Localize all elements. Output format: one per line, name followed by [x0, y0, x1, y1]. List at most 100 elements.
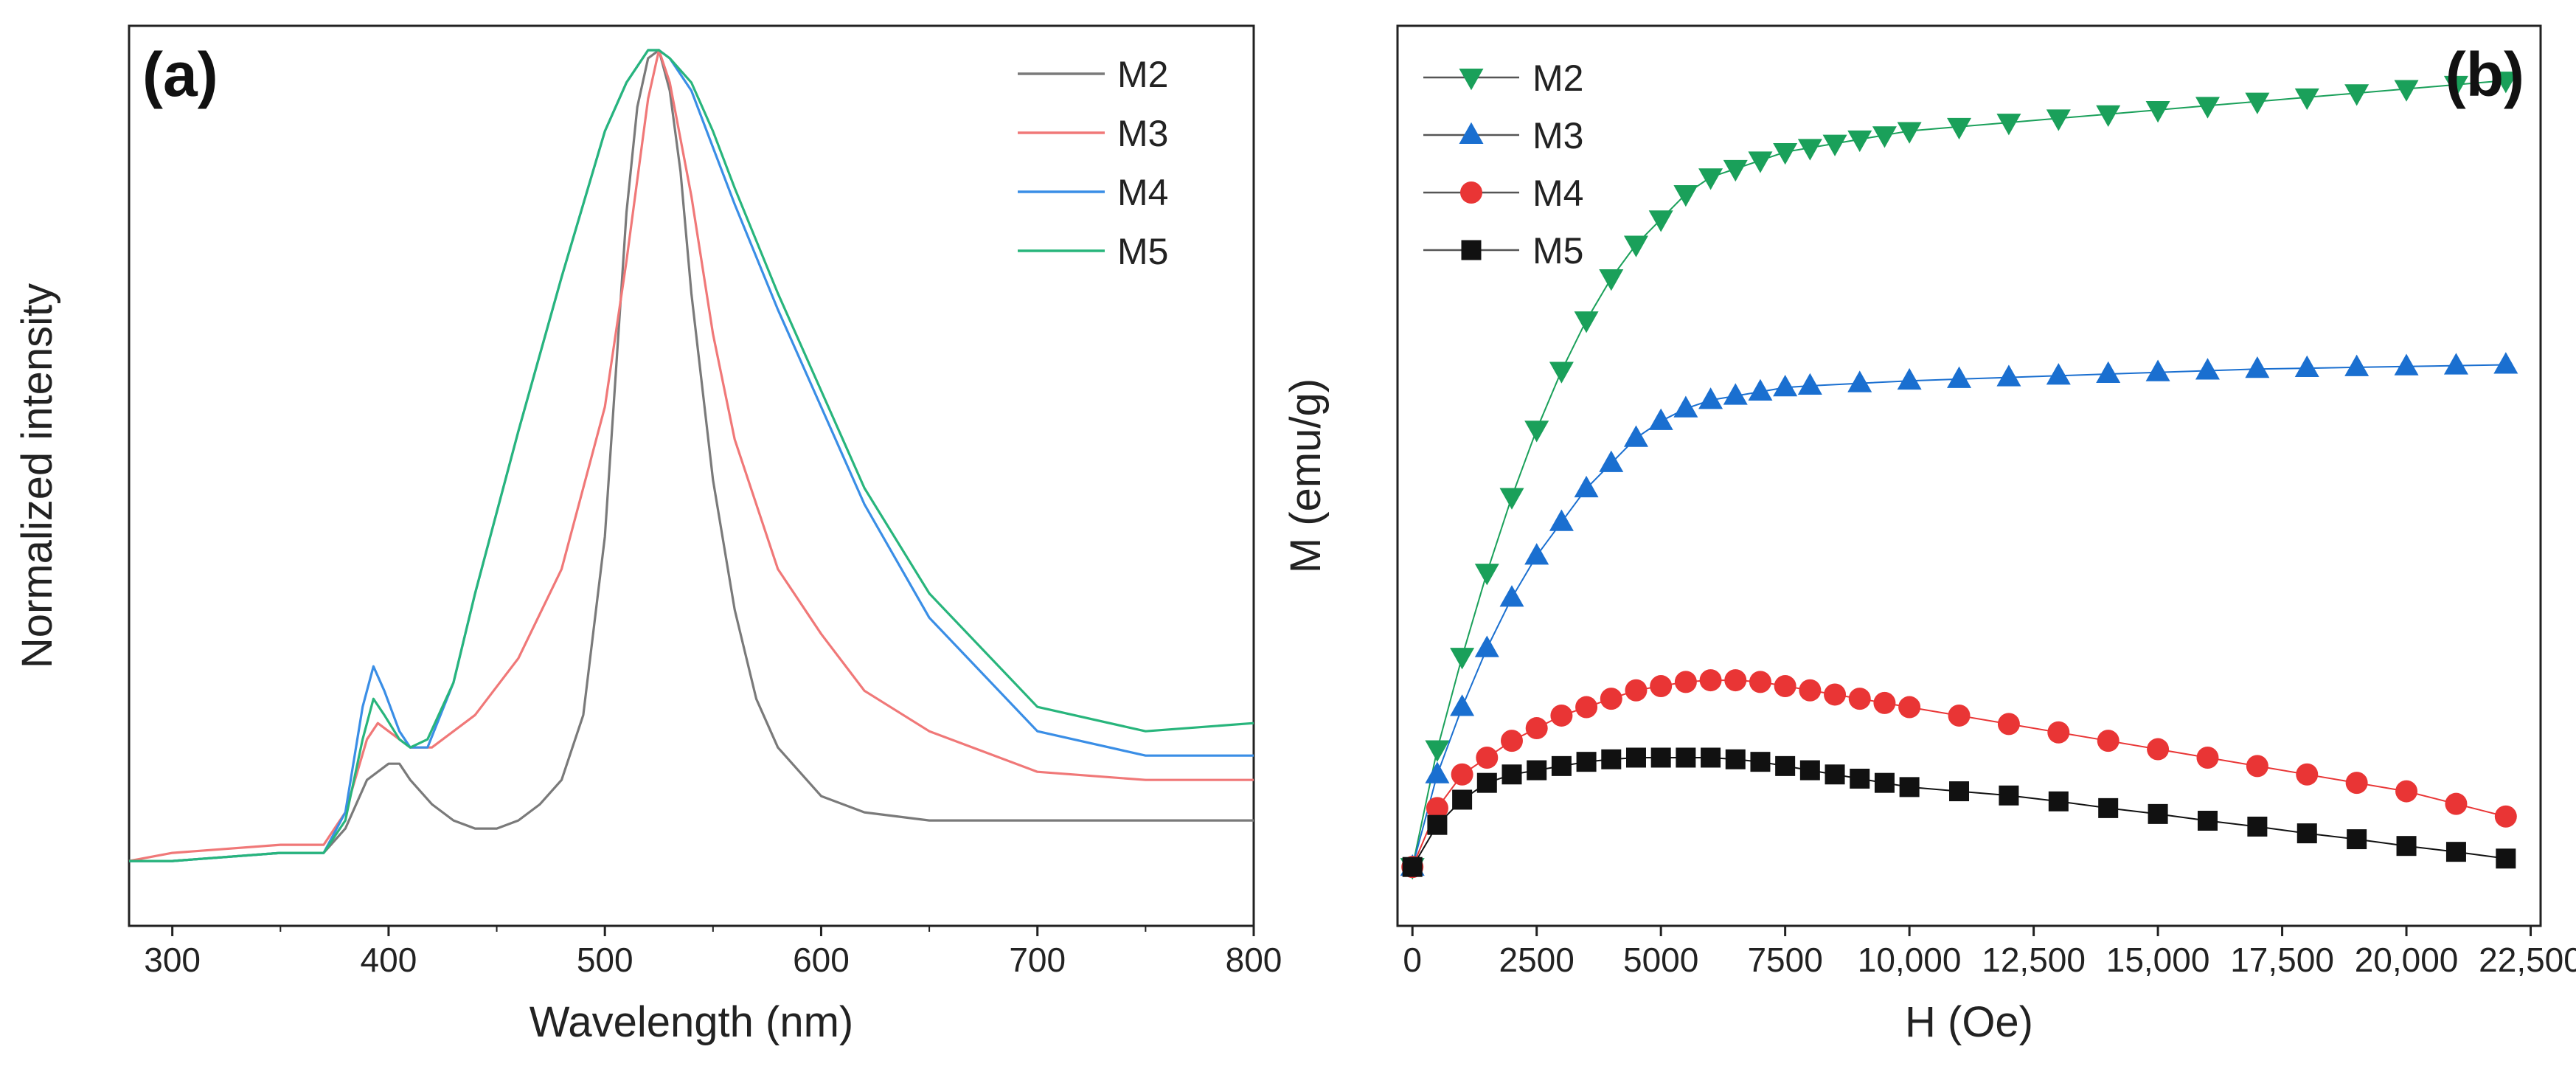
data-point — [2145, 359, 2170, 381]
data-point — [1822, 134, 1847, 156]
data-point — [1524, 421, 1549, 443]
data-point — [1750, 752, 1771, 772]
data-point — [2496, 848, 2516, 869]
x-tick-label: 20,000 — [2355, 941, 2459, 979]
data-point — [1799, 760, 1820, 781]
data-point — [2245, 356, 2270, 378]
data-point — [2294, 88, 2319, 111]
data-point — [2394, 353, 2419, 376]
x-tick-label: 500 — [577, 941, 633, 979]
legend-label-m2: M2 — [1532, 58, 1583, 99]
data-point — [1625, 679, 1648, 702]
legend-label-m4: M4 — [1117, 172, 1168, 213]
data-point — [2245, 92, 2270, 114]
data-point — [1872, 126, 1897, 148]
data-point — [1723, 159, 1748, 182]
data-point — [1897, 122, 1922, 144]
data-point — [1748, 151, 1773, 173]
data-point — [2196, 746, 2219, 769]
panel-b: 0 2500 5000 7500 10,000 12,500 15,000 17,500 20,… — [1282, 24, 2576, 1046]
series-m5 — [1402, 747, 2516, 877]
data-point — [1426, 797, 1448, 820]
data-point — [1527, 760, 1547, 781]
data-point — [1575, 696, 1598, 719]
data-point — [2445, 792, 2468, 815]
data-point — [1425, 761, 1450, 783]
data-point — [1949, 781, 1970, 802]
data-point — [1427, 814, 1448, 835]
legend-marker-m4 — [1460, 181, 1482, 204]
data-point — [2197, 810, 2218, 831]
data-point — [2345, 772, 2368, 795]
panel-b-legend: M2 M3 M4 M5 — [1423, 58, 1583, 271]
data-point — [2098, 797, 2119, 818]
data-point — [1623, 425, 1648, 447]
data-point — [1698, 168, 1723, 190]
data-point — [1525, 717, 1548, 740]
data-point — [2195, 358, 2220, 380]
data-point — [1701, 747, 1721, 768]
data-point — [1996, 114, 2021, 136]
panel-a-legend: M2 M3 M4 M5 — [1018, 54, 1168, 272]
panel-b-frame — [1396, 24, 2542, 927]
data-point — [2396, 836, 2417, 857]
data-point — [2296, 763, 2319, 786]
series-m3 — [1400, 352, 2518, 876]
legend-label-m4: M4 — [1532, 173, 1583, 214]
data-point — [1648, 210, 1673, 232]
data-point — [2046, 363, 2071, 385]
data-point — [2347, 829, 2367, 850]
data-point — [1898, 696, 1921, 719]
data-point — [1650, 747, 1671, 768]
data-point — [2097, 730, 2120, 752]
data-point — [2443, 75, 2468, 98]
data-point — [1474, 635, 1499, 657]
panel-a-x-axis-title: Wavelength (nm) — [530, 998, 853, 1046]
data-point — [1848, 688, 1871, 710]
data-point — [1797, 373, 1822, 395]
panel-a-series — [128, 49, 1254, 862]
data-point — [2046, 109, 2071, 131]
x-tick-label: 400 — [361, 941, 417, 979]
data-point — [1847, 370, 1872, 392]
x-tick-label: 700 — [1009, 941, 1066, 979]
data-point — [2147, 738, 2170, 761]
data-point — [1550, 704, 1573, 727]
data-point — [1549, 509, 1574, 531]
data-point — [1524, 543, 1549, 565]
data-point — [1474, 564, 1499, 586]
data-point — [1452, 789, 1473, 810]
panel-a-frame — [128, 24, 1255, 927]
legend-label-m5: M5 — [1117, 231, 1168, 272]
data-point — [1476, 772, 1497, 793]
data-point — [1773, 143, 1798, 165]
data-point — [1425, 740, 1450, 762]
data-point — [1623, 235, 1648, 257]
data-point — [1824, 683, 1847, 706]
data-point — [1600, 688, 1622, 710]
data-point — [1723, 383, 1748, 405]
series-line-m3 — [128, 49, 1254, 862]
data-point — [1501, 764, 1522, 785]
x-tick-label: 600 — [793, 941, 850, 979]
data-point — [1673, 395, 1698, 418]
data-point — [2096, 105, 2121, 127]
series-m2 — [1400, 72, 2518, 880]
data-point — [1674, 671, 1697, 693]
data-point — [1899, 777, 1920, 797]
data-point — [1698, 387, 1723, 409]
panel-a-y-axis-title: Normalized intensity — [13, 283, 61, 668]
panel-b-series — [1400, 72, 2518, 880]
data-point — [1825, 764, 1845, 785]
data-point — [1574, 475, 1599, 498]
x-tick-label: 15,000 — [2106, 941, 2210, 979]
data-point — [1601, 749, 1622, 769]
data-point — [2148, 803, 2168, 824]
data-point — [2195, 97, 2220, 119]
data-point — [2445, 842, 2466, 862]
panel-b-y-axis-title: M (emu/g) — [1282, 378, 1330, 573]
x-tick-label: 10,000 — [1858, 941, 1962, 979]
data-point — [1549, 361, 1574, 384]
data-point — [1551, 755, 1572, 776]
